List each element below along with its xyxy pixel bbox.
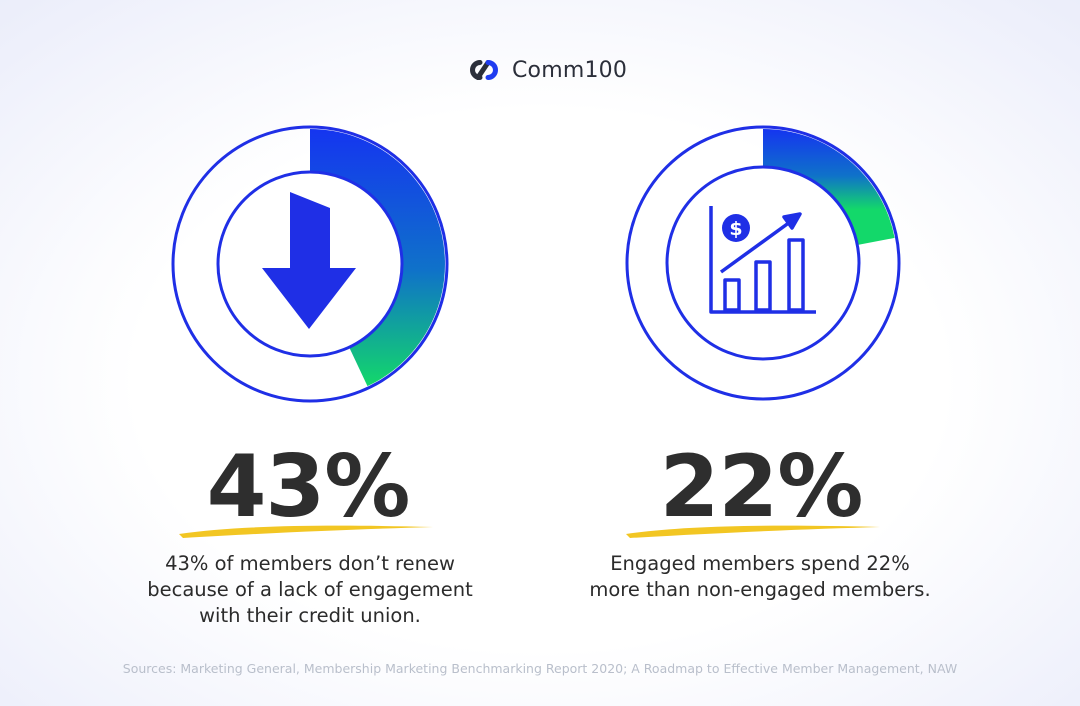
donut-chart-renewal — [171, 125, 449, 403]
down-arrow-icon — [262, 192, 356, 329]
highlight-underline-right — [626, 525, 880, 538]
caption-line: 43% of members don’t renew — [165, 552, 455, 575]
caption-left: 43% of members don’t renew because of a … — [110, 551, 510, 629]
stat-value-left: 43% — [206, 437, 411, 537]
outer-ring — [625, 125, 901, 401]
caption-line: more than non-engaged members. — [589, 578, 931, 601]
outer-ring — [171, 125, 449, 403]
brand-name: Comm100 — [512, 57, 628, 83]
svg-text:$: $ — [729, 218, 742, 240]
caption-line: with their credit union. — [199, 604, 421, 627]
brand-logo: Comm100 — [463, 53, 627, 87]
caption-line: because of a lack of engagement — [147, 578, 473, 601]
caption-right: Engaged members spend 22% more than non-… — [560, 551, 960, 603]
donut-chart-spending: $ — [625, 125, 901, 401]
sources-footnote: Sources: Marketing General, Membership M… — [122, 661, 958, 676]
comm100-logo-icon — [470, 60, 498, 80]
growth-chart-dollar-icon: $ — [709, 206, 816, 314]
stat-value-right: 22% — [659, 437, 864, 537]
caption-line: Engaged members spend 22% — [610, 552, 910, 575]
highlight-underline-left — [179, 525, 433, 538]
